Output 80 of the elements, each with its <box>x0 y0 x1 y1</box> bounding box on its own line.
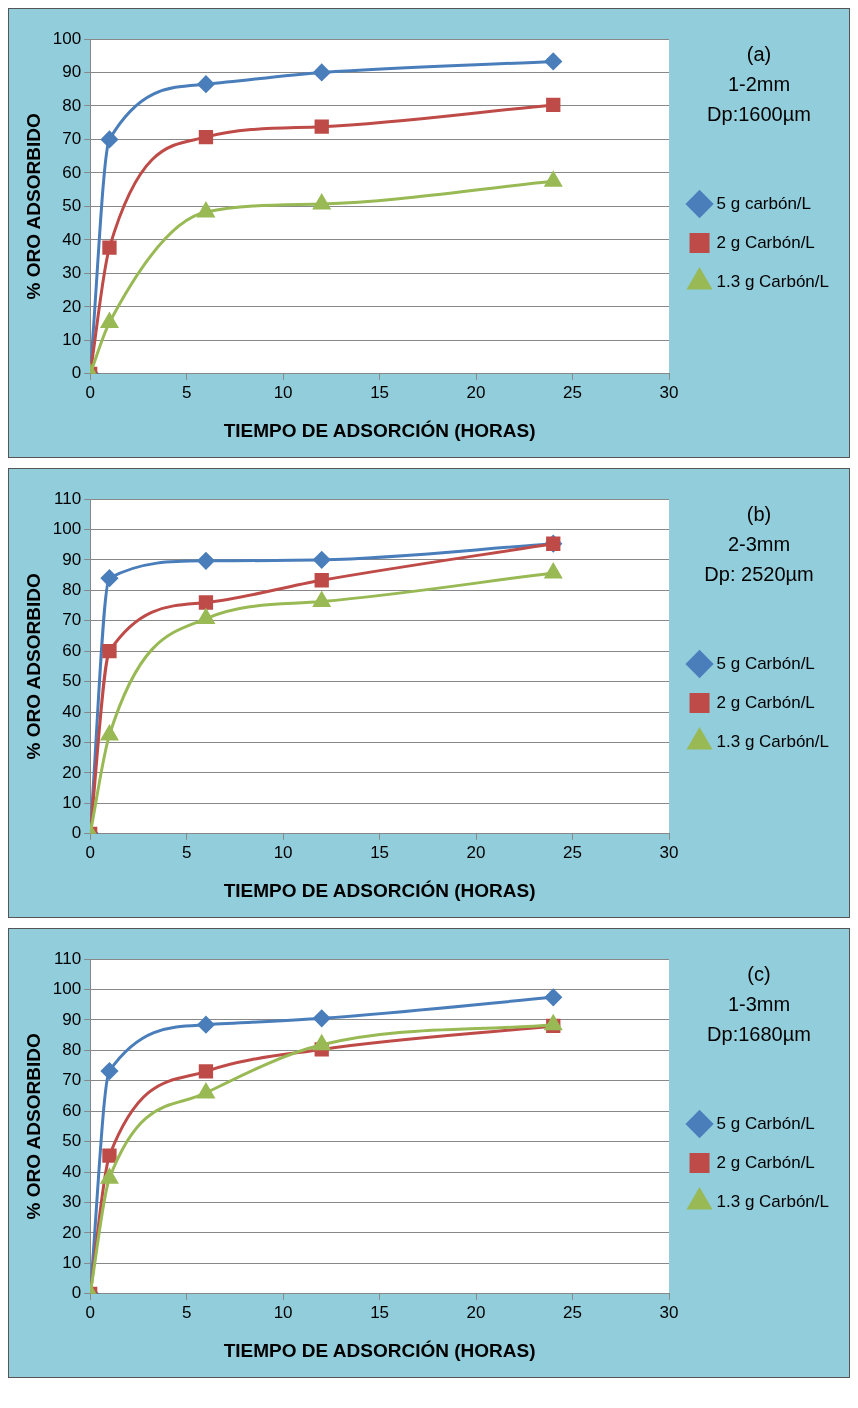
text: (a) <box>746 43 772 65</box>
x-tick-label: 20 <box>466 842 486 862</box>
y-tick-label: 60 <box>62 162 82 182</box>
x-tick-label: 20 <box>466 1302 486 1322</box>
y-tick-label: 40 <box>62 1161 82 1181</box>
y-tick-label: 50 <box>62 671 82 691</box>
y-tick-label: 60 <box>62 1100 82 1120</box>
y-tick-label: 110 <box>54 948 82 968</box>
text: Dp:1680µm <box>707 1023 811 1045</box>
y-tick-label: 10 <box>62 1253 82 1273</box>
y-tick-label: 40 <box>62 701 82 721</box>
y-axis-title: % ORO ADSORBIDO <box>22 113 44 300</box>
text: Dp: 2520µm <box>704 563 814 585</box>
y-tick-label: 70 <box>62 610 82 630</box>
y-tick-label: 100 <box>52 519 82 539</box>
legend-label: 5 g Carbón/L <box>716 653 815 673</box>
legend-label: 5 g carbón/L <box>716 193 812 213</box>
x-tick-label: 15 <box>370 842 390 862</box>
y-tick-label: 20 <box>62 762 82 782</box>
y-tick-label: 90 <box>62 549 82 569</box>
x-tick-label: 30 <box>659 1302 679 1322</box>
y-tick-label: 30 <box>62 263 82 283</box>
x-axis-title: TIEMPO DE ADSORCIÓN (HORAS) <box>223 419 536 441</box>
legend-label: 1.3 g Carbón/L <box>716 731 829 751</box>
y-tick-label: 0 <box>71 823 82 843</box>
legend-label: 2 g Carbón/L <box>716 692 815 712</box>
x-axis-title: TIEMPO DE ADSORCIÓN (HORAS) <box>223 879 536 901</box>
legend-label: 1.3 g Carbón/L <box>716 1191 829 1211</box>
x-tick-label: 15 <box>370 382 390 402</box>
x-tick-label: 0 <box>85 1302 95 1322</box>
x-tick-label: 25 <box>563 842 583 862</box>
x-tick-label: 10 <box>273 842 293 862</box>
text: 2-3mm <box>727 533 791 555</box>
y-axis-title: % ORO ADSORBIDO <box>22 1033 44 1220</box>
y-tick-label: 10 <box>62 793 82 813</box>
text: (c) <box>747 963 771 985</box>
text: 1-3mm <box>727 993 791 1015</box>
y-tick-label: 20 <box>62 296 82 316</box>
y-tick-label: 90 <box>62 1009 82 1029</box>
y-tick-label: 0 <box>71 363 82 383</box>
y-tick-label: 10 <box>62 330 82 350</box>
x-tick-label: 0 <box>85 842 95 862</box>
y-tick-label: 70 <box>62 1070 82 1090</box>
x-tick-label: 5 <box>181 842 192 862</box>
y-tick-label: 30 <box>62 732 82 752</box>
y-tick-label: 100 <box>52 28 82 48</box>
y-tick-label: 30 <box>62 1192 82 1212</box>
x-tick-label: 10 <box>273 382 293 402</box>
y-tick-label: 80 <box>62 95 82 115</box>
y-tick-label: 100 <box>52 979 82 999</box>
x-tick-label: 15 <box>370 1302 390 1322</box>
x-tick-label: 30 <box>659 842 679 862</box>
legend-label: 2 g Carbón/L <box>716 1152 815 1172</box>
x-tick-label: 0 <box>85 382 95 402</box>
text: (b) <box>746 503 772 525</box>
y-tick-label: 80 <box>62 1040 82 1059</box>
y-tick-label: 70 <box>62 129 82 149</box>
y-tick-label: 50 <box>62 1131 82 1151</box>
x-tick-label: 20 <box>466 382 486 402</box>
y-tick-label: 20 <box>62 1222 82 1242</box>
text: Dp:1600µm <box>707 103 811 125</box>
x-tick-label: 25 <box>563 1302 583 1322</box>
x-tick-label: 30 <box>659 382 679 402</box>
y-tick-label: 90 <box>62 62 82 82</box>
y-tick-label: 60 <box>62 640 82 660</box>
x-tick-label: 10 <box>273 1302 293 1322</box>
x-tick-label: 5 <box>181 382 192 402</box>
y-tick-label: 40 <box>62 229 82 249</box>
y-tick-label: 80 <box>62 580 82 599</box>
y-axis-title: % ORO ADSORBIDO <box>22 573 44 760</box>
legend-label: 5 g Carbón/L <box>716 1113 815 1133</box>
y-tick-label: 50 <box>62 196 82 216</box>
x-tick-label: 5 <box>181 1302 192 1322</box>
legend-label: 1.3 g Carbón/L <box>716 271 829 291</box>
y-tick-label: 110 <box>54 488 82 508</box>
x-tick-label: 25 <box>563 382 583 402</box>
y-tick-label: 0 <box>71 1283 82 1303</box>
text: 1-2mm <box>727 73 791 95</box>
x-axis-title: TIEMPO DE ADSORCIÓN (HORAS) <box>223 1339 536 1361</box>
legend-label: 2 g Carbón/L <box>716 232 815 252</box>
